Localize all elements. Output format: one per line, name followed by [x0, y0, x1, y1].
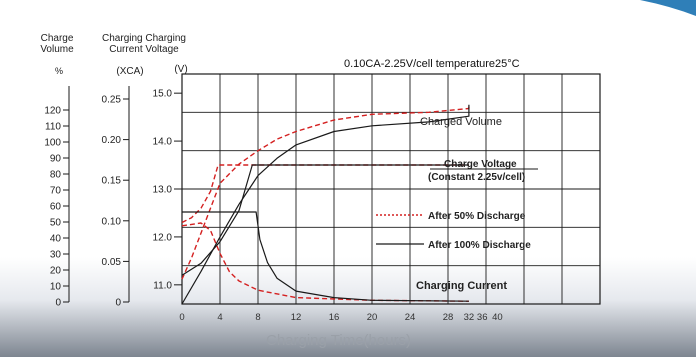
- x-tick-label: 8: [255, 312, 260, 323]
- current-tick-label: 0.25: [102, 95, 122, 106]
- volume-tick-label: 0: [55, 298, 61, 309]
- x-tick-label: 12: [291, 312, 302, 323]
- x-tick-label: 32: [464, 312, 475, 323]
- xca-unit-label: (XCA): [116, 66, 144, 77]
- volume-tick-label: 50: [50, 218, 62, 229]
- x-tick-label: 4: [217, 312, 222, 323]
- x-tick-label: 28: [443, 312, 454, 323]
- volume-tick-label: 100: [44, 138, 61, 149]
- blue-corner-decoration: [640, 0, 696, 16]
- legend-label-50: After 50% Discharge: [428, 211, 526, 222]
- legend-group: [376, 214, 424, 245]
- series-line-volt50: [181, 164, 469, 224]
- voltage-tick-label: 13.0: [153, 185, 173, 196]
- percent-unit-label: %: [54, 66, 63, 76]
- current-tick-label: 0.10: [102, 216, 122, 227]
- volume-tick-label: 90: [50, 154, 62, 165]
- x-tick-label: 40: [492, 312, 503, 323]
- x-tick-label: 36: [477, 312, 488, 323]
- series-line-volt100: [181, 164, 469, 276]
- volume-tick-label: 30: [50, 250, 62, 261]
- current-tick-label: 0: [115, 298, 121, 309]
- charging-current-voltage-header: Charging Charging Current Voltage: [102, 33, 186, 55]
- chart-title: 0.10CA-2.25V/cell temperature25°C: [344, 58, 520, 70]
- axes-group: 0 4 8 12 16 20 24 28 32 36 40 11.0 12.0 13.0 14.0 15.0 0…: [44, 86, 503, 323]
- current-tick-label: 0.20: [102, 135, 122, 146]
- legend-label-100: After 100% Discharge: [428, 240, 531, 251]
- volume-tick-label: 60: [50, 202, 62, 213]
- current-tick-label: 0.05: [102, 257, 122, 268]
- volume-tick-label: 20: [50, 266, 62, 277]
- v-unit-label: (V): [174, 64, 188, 75]
- charge-volume-header: Charge Volume: [40, 33, 74, 55]
- volume-tick-label: 40: [50, 234, 62, 245]
- x-tick-label: 16: [329, 312, 340, 323]
- volume-tick-label: 110: [45, 122, 61, 133]
- annotation-charge-voltage: Charge Voltage: [444, 159, 517, 170]
- volume-tick-label: 70: [50, 186, 62, 197]
- volume-tick-label: 80: [50, 170, 62, 181]
- annotation-charged-volume: Charged Volume: [420, 116, 502, 128]
- curves-group: [181, 104, 538, 305]
- voltage-tick-label: 11.0: [153, 280, 172, 291]
- series-line-vol100: [181, 104, 470, 305]
- voltage-tick-label: 14.0: [153, 137, 173, 148]
- x-tick-label: 24: [405, 312, 416, 323]
- volume-tick-label: 120: [44, 106, 61, 117]
- current-tick-label: 0.15: [102, 176, 122, 187]
- voltage-tick-label: 12.0: [153, 232, 173, 243]
- voltage-tick-label: 15.0: [153, 89, 173, 100]
- annotation-charge-voltage-sub: (Constant 2.25v/cell): [428, 172, 526, 183]
- x-axis-title: Charging Time(hours): [266, 332, 412, 349]
- series-line-vol50: [181, 106, 470, 280]
- x-tick-label: 0: [179, 312, 184, 323]
- x-tick-label: 20: [367, 312, 378, 323]
- plot-grid: [181, 73, 601, 305]
- volume-tick-label: 10: [50, 282, 62, 293]
- series-line-cur100: [182, 211, 469, 302]
- annotation-charging-current: Charging Current: [416, 280, 508, 292]
- series-line-cur50: [181, 222, 469, 302]
